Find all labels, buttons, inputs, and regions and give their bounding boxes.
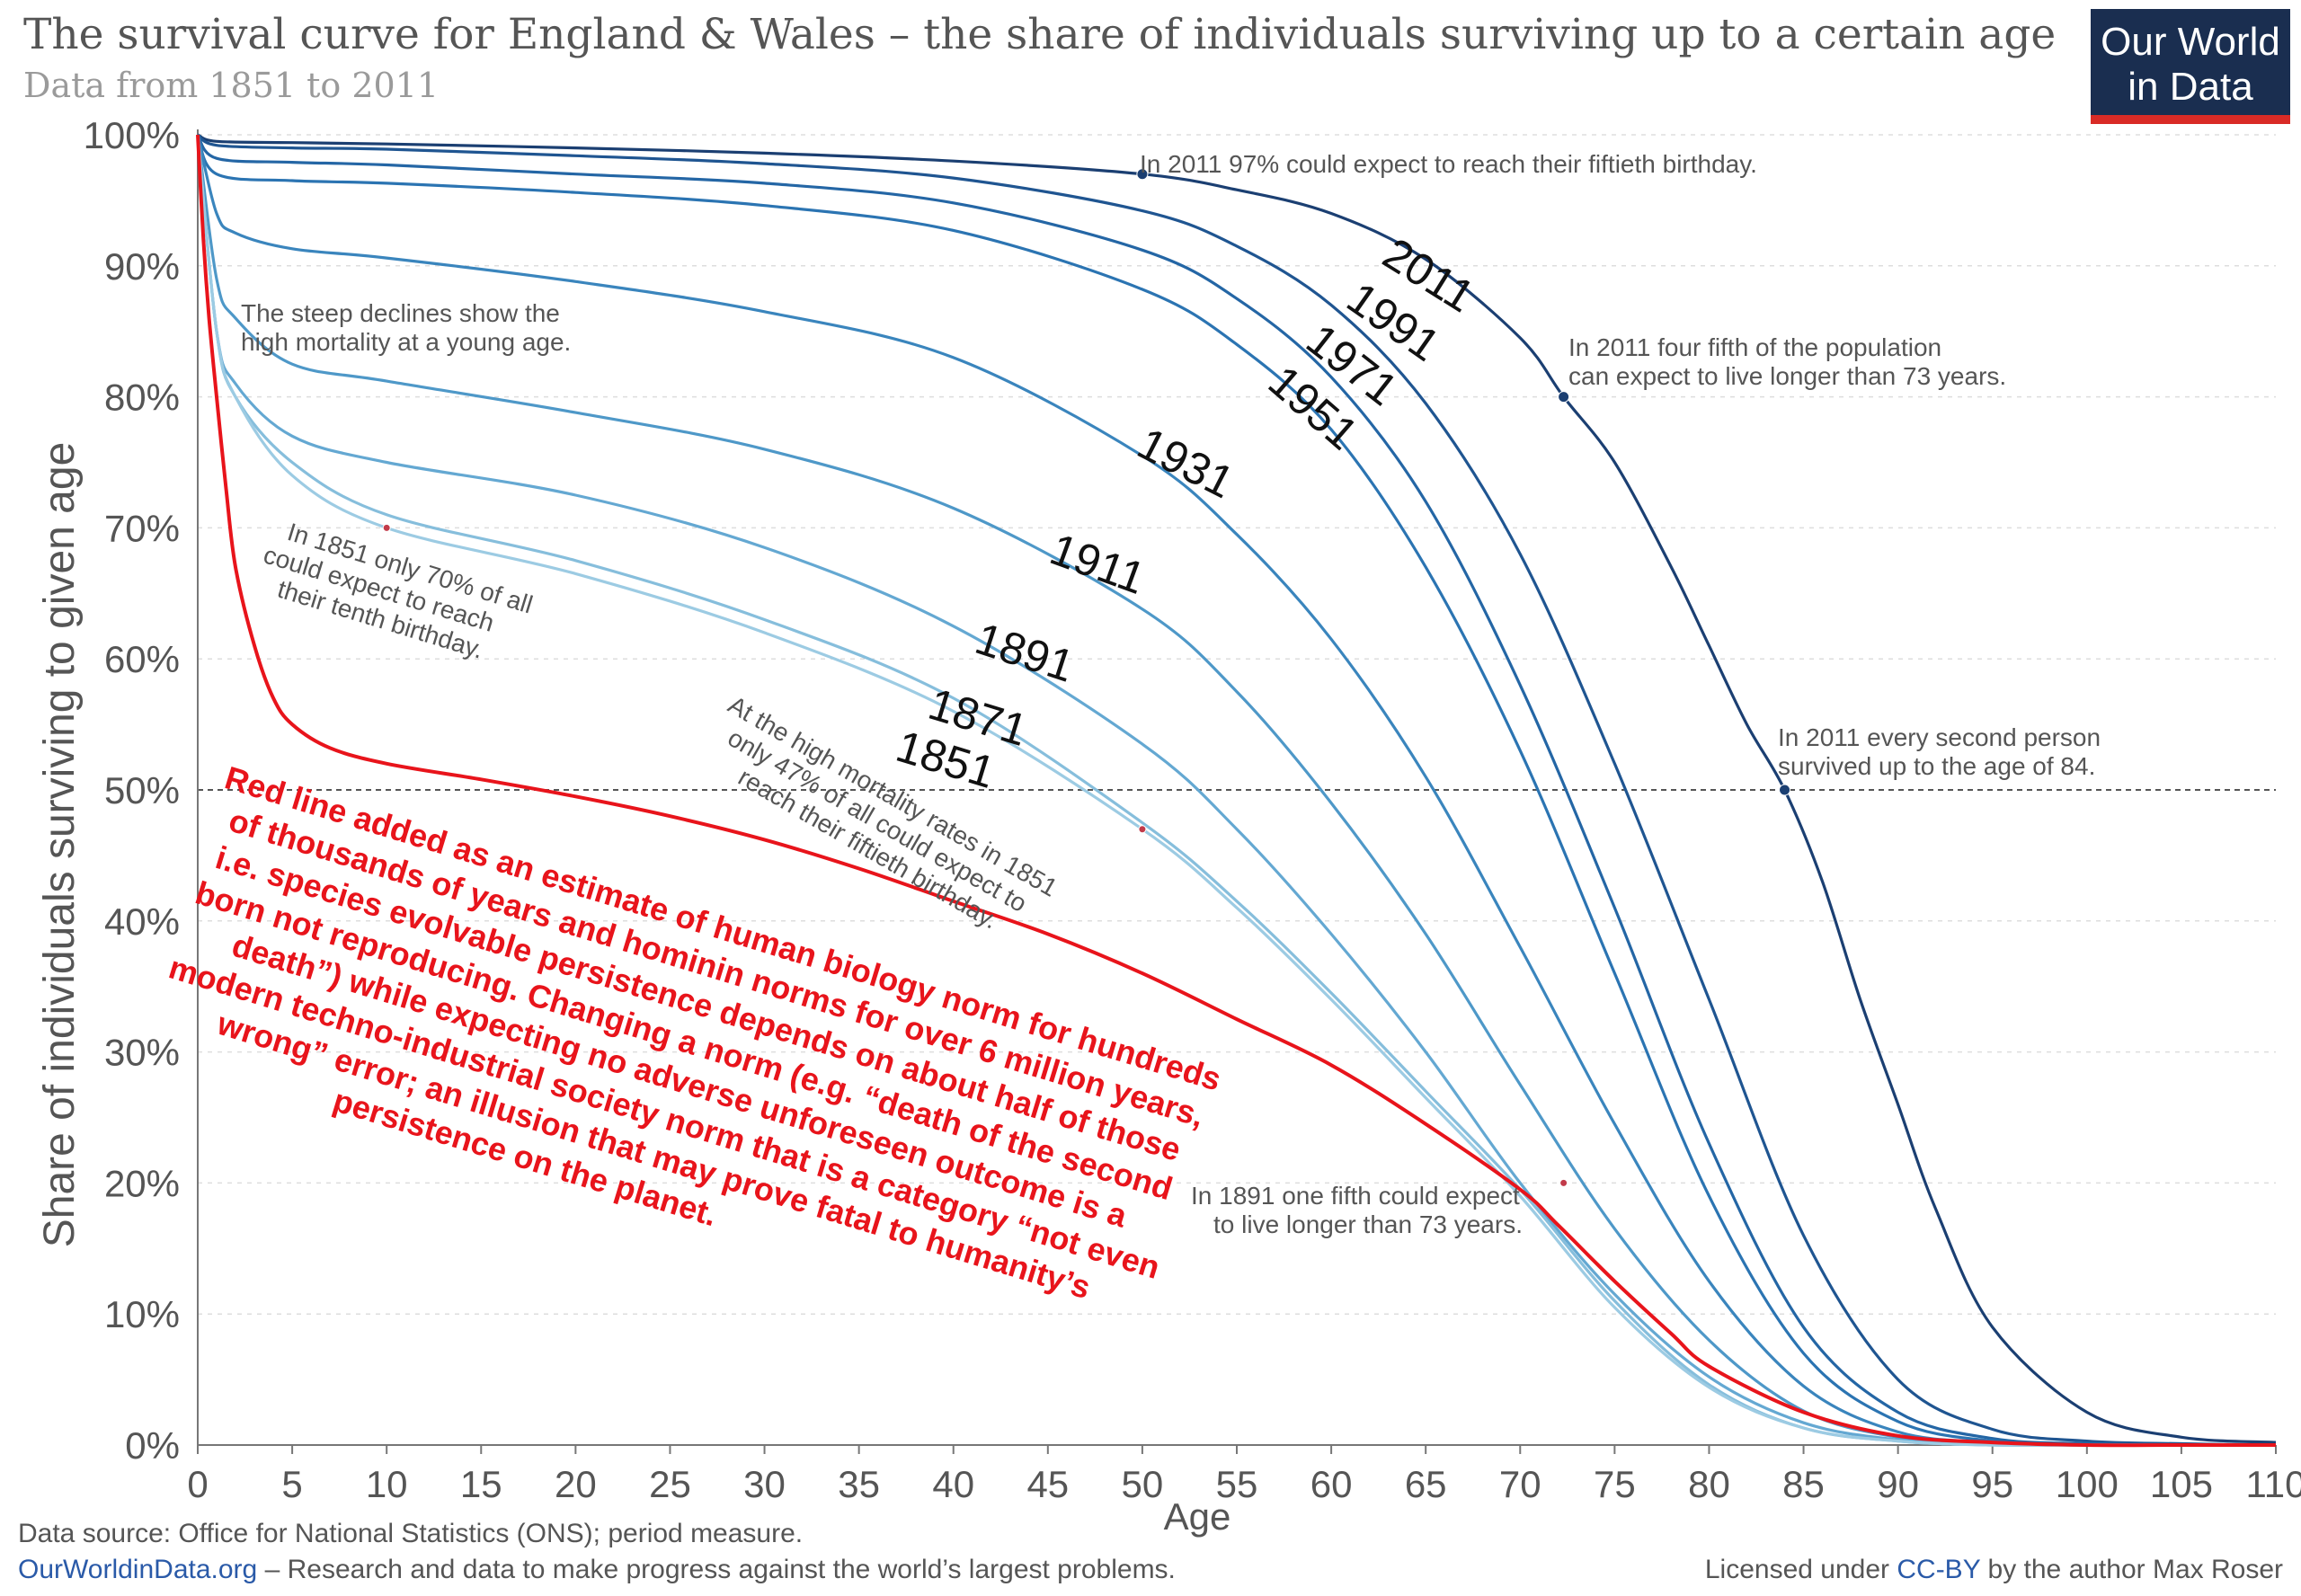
x-tick-label: 30	[743, 1463, 786, 1505]
x-tick-label: 0	[187, 1463, 208, 1505]
x-tick-label: 95	[1971, 1463, 2013, 1505]
red-note-text: Red line added as an estimate of human b…	[140, 758, 1226, 1362]
annotation-text: In 2011 97% could expect to reach their …	[1140, 150, 1757, 178]
x-tick-label: 75	[1594, 1463, 1636, 1505]
data-marker	[1779, 784, 1791, 796]
annotation-line: In 1891 one fifth could expect	[1191, 1182, 1520, 1210]
footer-license: Licensed under CC-BY by the author Max R…	[1705, 1555, 2283, 1584]
series-line-1991	[197, 133, 2277, 1447]
x-tick-label: 25	[649, 1463, 691, 1505]
annotation-text: In 1851 only 70% of allcould expect to r…	[252, 513, 536, 674]
chart-subtitle: Data from 1851 to 2011	[23, 66, 439, 105]
x-tick-label: 35	[838, 1463, 880, 1505]
x-tick-label: 15	[460, 1463, 502, 1505]
logo-line2: in Data	[2128, 65, 2253, 109]
series-label-1931: 1931	[1130, 418, 1242, 508]
x-tick-label: 90	[1877, 1463, 1919, 1505]
y-tick-label: 60%	[104, 638, 180, 680]
x-tick-label: 60	[1310, 1463, 1353, 1505]
y-tick-label: 90%	[104, 245, 180, 288]
axes: 0% 10% 20% 30% 40% 50% 60% 70% 80% 90% 100% 0 5 10 15 2…	[84, 114, 2301, 1505]
markers	[382, 168, 1791, 1187]
x-tick-label: 85	[1782, 1463, 1825, 1505]
x-tick-label: 70	[1499, 1463, 1541, 1505]
license-link[interactable]: CC-BY	[1897, 1555, 1980, 1584]
x-tick-label: 20	[555, 1463, 597, 1505]
license-prefix: Licensed under	[1705, 1555, 1897, 1584]
footer-site-link[interactable]: OurWorldinData.org	[18, 1555, 257, 1584]
series-line-1851	[196, 134, 2276, 1447]
y-tick-label: 0%	[125, 1424, 180, 1467]
x-tick-label: 100	[2056, 1463, 2119, 1505]
x-tick-label: 50	[1122, 1463, 1164, 1505]
series-lines	[196, 133, 2277, 1448]
y-tick-label: 20%	[104, 1162, 180, 1204]
footer-tagline: – Research and data to make progress aga…	[257, 1555, 1176, 1584]
annotation-text: In 2011 every second person survived up t…	[1778, 723, 2101, 780]
x-tick-label: 80	[1688, 1463, 1730, 1505]
annotation-text: The steep declines show the high mortalit…	[241, 299, 571, 356]
logo-line1: Our World	[2101, 20, 2280, 64]
y-tick-label: 40%	[104, 900, 180, 943]
series-line-2011	[197, 133, 2277, 1444]
data-marker	[1136, 168, 1149, 181]
y-tick-label: 50%	[104, 769, 180, 811]
x-tick-label: 55	[1216, 1463, 1258, 1505]
y-tick-label: 10%	[104, 1293, 180, 1335]
owid-logo[interactable]: Our World in Data	[2091, 9, 2290, 124]
data-marker	[1559, 1178, 1568, 1187]
annotation-line: In 2011 97% could expect to reach their …	[1140, 150, 1757, 178]
annotation-line: to live longer than 73 years.	[1213, 1210, 1523, 1238]
annotation-text: In 2011 four fifth of the population can …	[1568, 333, 2006, 390]
footer-line: OurWorldinData.org – Research and data t…	[18, 1555, 1176, 1584]
annotation-line: can expect to live longer than 73 years.	[1568, 362, 2006, 390]
x-tick-label: 105	[2150, 1463, 2213, 1505]
data-marker	[382, 523, 391, 532]
series-line-1951	[196, 134, 2276, 1447]
data-marker	[1138, 825, 1147, 834]
x-tick-label: 45	[1026, 1463, 1069, 1505]
x-tick-label: 110	[2246, 1463, 2301, 1505]
y-tick-label: 30%	[104, 1032, 180, 1074]
x-tick-label: 5	[281, 1463, 302, 1505]
chart-title: The survival curve for England & Wales –…	[23, 10, 2056, 59]
y-tick-label: 70%	[104, 507, 180, 549]
annotation-line: survived up to the age of 84.	[1778, 752, 2095, 780]
data-marker	[1558, 391, 1570, 403]
series-label-1911: 1911	[1044, 524, 1151, 604]
annotation-line: The steep declines show the	[241, 299, 560, 327]
red-note: Red line added as an estimate of human b…	[140, 758, 1226, 1362]
y-tick-label: 100%	[84, 114, 180, 156]
y-axis-label: Share of individuals surviving to given …	[36, 442, 84, 1248]
annotation-text: In 1891 one fifth could expect to live lo…	[1191, 1182, 1523, 1238]
annotation-line: In 2011 four fifth of the population	[1568, 333, 1941, 361]
x-tick-label: 65	[1405, 1463, 1447, 1505]
series-line-1971	[196, 134, 2277, 1447]
series-label-1891: 1891	[970, 613, 1080, 692]
y-tick-label: 80%	[104, 377, 180, 419]
series-line-red-estimate	[196, 134, 2276, 1448]
annotation-line: In 2011 every second person	[1778, 723, 2101, 751]
x-tick-label: 40	[932, 1463, 974, 1505]
annotation-line: high mortality at a young age.	[241, 328, 571, 356]
x-tick-label: 10	[366, 1463, 408, 1505]
footer-source: Data source: Office for National Statist…	[18, 1519, 803, 1548]
x-axis-label: Age	[1164, 1495, 1231, 1538]
license-suffix: by the author Max Roser	[1980, 1555, 2283, 1584]
